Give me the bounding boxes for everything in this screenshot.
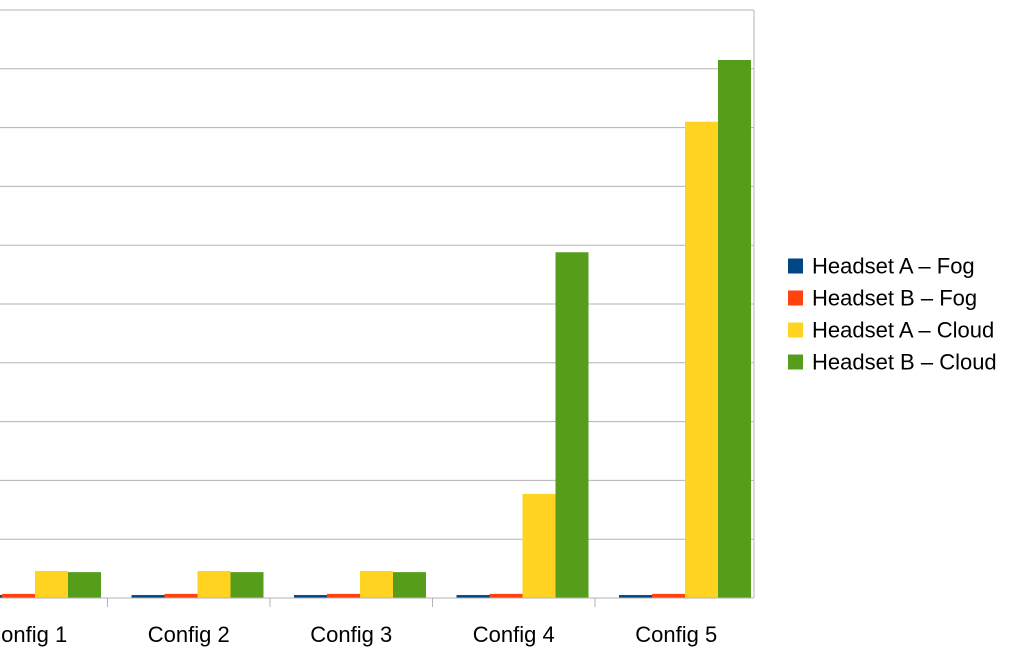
legend-label: Headset B – Cloud bbox=[812, 350, 997, 375]
grid-layer bbox=[0, 9, 755, 598]
bar bbox=[555, 252, 589, 599]
axis-layer bbox=[0, 597, 754, 607]
bar bbox=[35, 570, 68, 598]
bar bbox=[360, 570, 393, 598]
x-tick-label: Config 4 bbox=[473, 622, 555, 647]
legend-swatch bbox=[788, 290, 803, 306]
bar bbox=[0, 595, 2, 598]
bar-layer bbox=[0, 59, 751, 599]
legend-label: Headset B – Fog bbox=[812, 286, 977, 311]
bar bbox=[68, 572, 101, 598]
bar bbox=[294, 595, 327, 598]
legend-swatch bbox=[788, 322, 803, 338]
x-tick-label: Config 5 bbox=[635, 622, 717, 647]
x-tick-label: Config 3 bbox=[310, 622, 392, 647]
bar bbox=[652, 593, 685, 598]
legend-swatch bbox=[788, 258, 803, 274]
legend-label: Headset A – Fog bbox=[812, 254, 975, 279]
bar bbox=[393, 572, 426, 598]
bar bbox=[164, 593, 198, 598]
bar bbox=[2, 593, 35, 598]
bar bbox=[685, 121, 718, 598]
bar bbox=[522, 493, 556, 598]
x-tick-label: Config 2 bbox=[148, 622, 230, 647]
legend-swatch bbox=[788, 354, 803, 370]
bar bbox=[456, 595, 490, 598]
label-layer: Config 1 Config 2 Config 3 Config 4 Config 5 bbox=[0, 622, 717, 647]
bar bbox=[131, 595, 165, 598]
legend: Headset A – Fog Headset B – Fog Headset A … bbox=[788, 254, 997, 375]
legend-label: Headset A – Cloud bbox=[812, 318, 994, 343]
bar bbox=[619, 595, 652, 598]
bar bbox=[327, 593, 360, 598]
bar bbox=[718, 59, 751, 599]
x-tick-label: Config 1 bbox=[0, 622, 67, 647]
bar bbox=[197, 570, 231, 598]
bar bbox=[230, 572, 264, 598]
bar bbox=[489, 593, 523, 598]
